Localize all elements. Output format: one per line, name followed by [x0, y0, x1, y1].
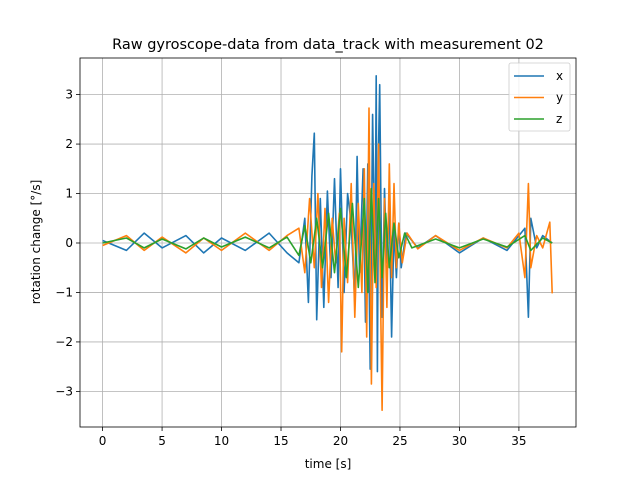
- x-tick-label: 35: [511, 434, 526, 448]
- series-line-z: [102, 187, 553, 294]
- y-axis-ticks: −3 −2 −1 0 1 2 3: [55, 88, 80, 398]
- series-layer: [102, 75, 553, 411]
- y-tick-label: −2: [55, 335, 73, 349]
- plot-frame: [79, 57, 577, 428]
- x-tick-label: 30: [452, 434, 467, 448]
- y-tick-label: 1: [65, 187, 73, 201]
- legend: xyz: [508, 62, 571, 132]
- y-axis-label: rotation change [°/s]: [29, 180, 43, 305]
- chart-title: Raw gyroscope-data from data_track with …: [112, 37, 544, 53]
- x-axis-label: time [s]: [305, 457, 352, 471]
- x-tick-label: 20: [333, 434, 348, 448]
- legend-label-x: x: [556, 69, 563, 83]
- x-tick-label: 5: [158, 434, 166, 448]
- x-tick-label: 25: [392, 434, 407, 448]
- plot-area: 0 5 10 15 20 25 30 35 −3 −2 −1 0 1 2 3: [55, 57, 577, 448]
- x-tick-label: 15: [273, 434, 288, 448]
- y-tick-label: 3: [65, 88, 73, 102]
- x-axis-ticks: 0 5 10 15 20 25 30 35: [99, 427, 527, 448]
- series-line-y: [102, 107, 553, 411]
- y-tick-label: −3: [55, 384, 73, 398]
- x-tick-label: 10: [214, 434, 229, 448]
- y-tick-label: −1: [55, 285, 73, 299]
- y-tick-label: 2: [65, 137, 73, 151]
- legend-label-z: z: [556, 112, 562, 126]
- legend-label-y: y: [556, 91, 563, 105]
- x-tick-label: 0: [99, 434, 107, 448]
- y-tick-label: 0: [65, 236, 73, 250]
